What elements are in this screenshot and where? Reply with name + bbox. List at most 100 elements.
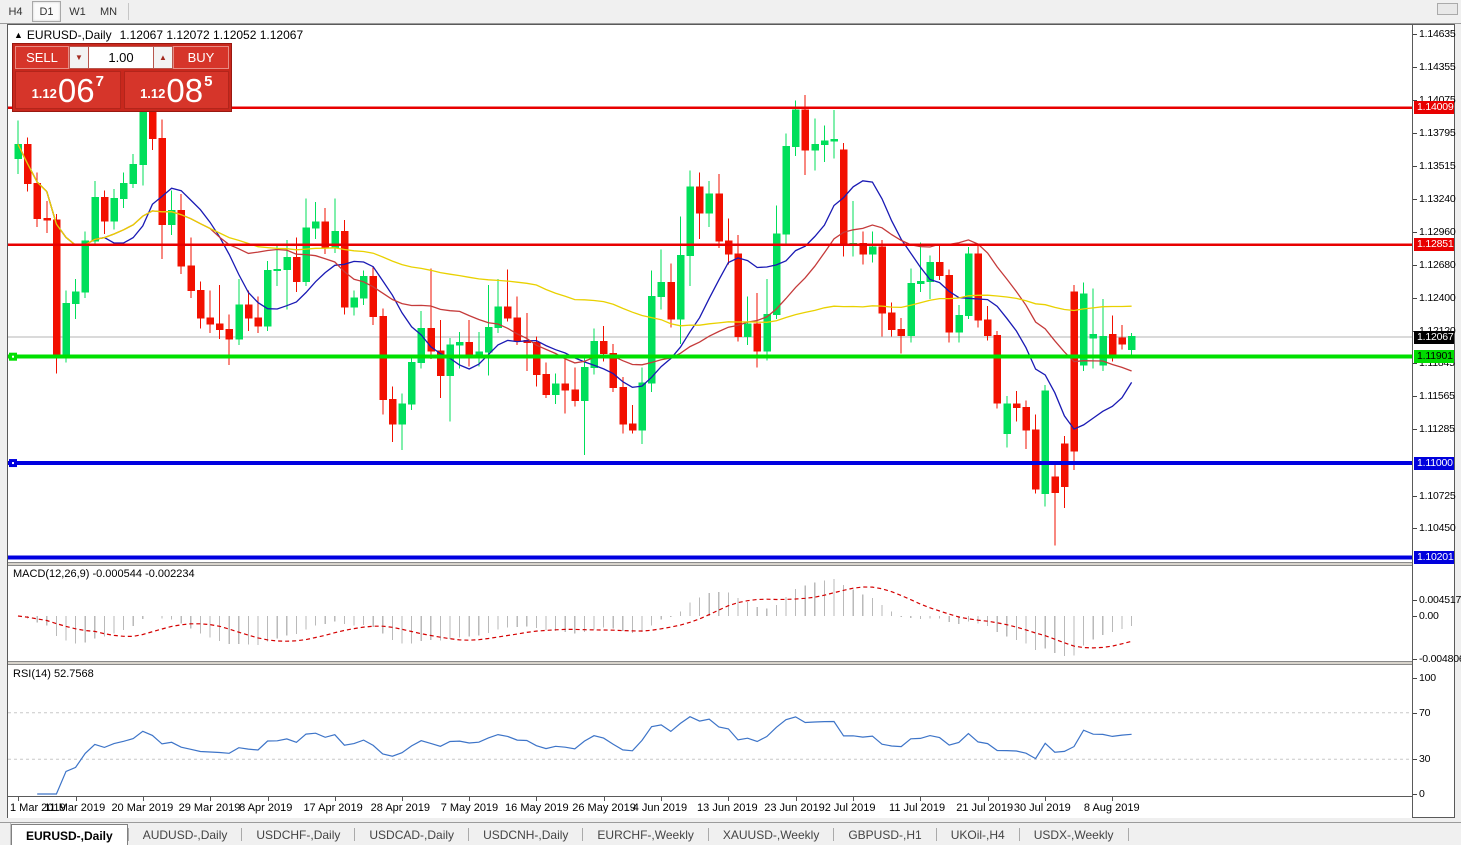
sell-price-prefix: 1.12 [31,86,57,101]
time-axis-label: 20 Mar 2019 [111,802,174,814]
sell-price-button[interactable]: 1.12 06 7 [15,71,121,109]
sell-price-big-digits: 06 [57,72,95,109]
sell-button[interactable]: SELL [15,46,69,69]
timeframe-button-mn[interactable]: MN [99,5,118,18]
time-axis-tick [142,797,144,801]
rsi-axis-tick [1413,712,1417,714]
macd-axis-label: 0.00 [1419,610,1439,622]
tab-separator [833,828,835,841]
price-axis-label: 1.14355 [1419,61,1456,74]
timeframe-button-w1[interactable]: W1 [69,5,86,18]
rsi-axis-tick [1413,759,1417,761]
tab-separator [127,828,129,841]
trade-widget-top-row: SELL ▼ ▲ BUY [15,46,229,69]
rsi-axis-label: 30 [1419,753,1431,766]
price-badge-1.11000: 1.11000 [1414,456,1454,470]
time-axis-tick [661,797,663,801]
time-axis-tick [728,797,730,801]
buy-price-pipette: 5 [204,73,213,90]
tab-usdx-weekly[interactable]: USDX-,Weekly [1033,827,1114,842]
collapse-triangle-icon[interactable]: ▲ [14,30,23,40]
time-axis-tick [402,797,403,801]
trade-widget-price-row: 1.12 06 7 1.12 08 5 [15,71,229,109]
price-axis-tick [1413,429,1417,431]
tab-separator [354,828,356,841]
price-axis-label: 1.13240 [1419,192,1456,205]
time-axis-label: 11 Mar 2019 [44,802,106,814]
rsi-indicator-label: RSI(14) 52.7568 [13,668,94,680]
price-axis-label: 1.13515 [1419,160,1456,173]
price-axis-tick [1413,198,1417,200]
chart-tab-bar: EURUSD-,Daily AUDUSD-,Daily USDCHF-,Daily U… [0,822,1461,845]
toolbar-mini-button[interactable] [1437,3,1458,15]
tab-separator [935,828,937,841]
volume-increase-button[interactable]: ▲ [153,46,173,69]
tab-separator [241,828,243,841]
tab-eurchf-weekly[interactable]: EURCHF-,Weekly [597,827,694,842]
buy-price-big-digits: 08 [166,72,204,109]
price-badge-1.10201: 1.10201 [1414,550,1454,564]
rsi-line [37,716,1132,795]
price-axis-tick [1413,67,1417,69]
time-axis-label: 21 Jul 2019 [956,802,1014,814]
tab-eurusd-daily[interactable]: EURUSD-,Daily [11,824,128,845]
buy-price-button[interactable]: 1.12 08 5 [123,71,229,109]
tab-ukoil-h4[interactable]: UKOil-,H4 [950,827,1005,842]
macd-signal-line [17,586,1132,649]
time-axis-label: 28 Apr 2019 [370,802,430,814]
time-axis[interactable]: 1 Mar 2019 11 Mar 2019 20 Mar 2019 29 Mar 2… [8,796,1412,818]
hline-handle-dot [12,355,14,358]
time-axis-tick [853,797,855,801]
price-axis-tick [1413,396,1417,398]
price-badge-1.12851: 1.12851 [1414,238,1454,252]
ma-55-line [17,144,1132,327]
macd-indicator-label: MACD(12,26,9) -0.000544 -0.002234 [13,568,195,580]
timeframe-button-d1[interactable]: D1 [32,1,61,22]
time-axis-label: 29 Mar 2019 [178,802,241,814]
time-axis-tick [75,797,77,801]
price-axis-label: 1.11285 [1419,423,1455,436]
tab-separator [468,828,470,841]
price-axis-tick [1413,297,1417,299]
timeframe-button-h4[interactable]: H4 [8,5,23,18]
macd-panel [8,566,1412,661]
tab-gbpusd-h1[interactable]: GBPUSD-,H1 [848,827,922,842]
buy-button[interactable]: BUY [173,46,229,69]
price-badge-1.12067: 1.12067 [1414,330,1454,344]
tab-bar-stub [0,823,11,845]
time-axis-tick [334,797,336,801]
chart-ohlc-readout: 1.12067 1.12072 1.12052 1.12067 [119,28,304,42]
time-axis-tick [920,797,922,801]
time-axis-label: 13 Jun 2019 [697,802,758,814]
price-axis[interactable]: 1.14635 1.14355 1.14075 1.13795 1.13515 1.132… [1412,25,1461,817]
tab-usdcad-daily[interactable]: USDCAD-,Daily [369,827,455,842]
rsi-chart [8,712,1412,795]
time-axis-label: 11 Jul 2019 [889,802,946,814]
chart-title: ▲ EURUSD-,Daily 1.12067 1.12072 1.12052 1.… [14,28,303,42]
volume-input[interactable] [89,46,153,69]
time-axis-tick [1112,797,1114,801]
time-axis-label: 8 Apr 2019 [239,802,293,814]
macd-axis-tick [1413,616,1417,617]
panel-splitter[interactable] [8,661,1412,665]
macd-axis-tick [1413,659,1417,660]
macd-chart [17,579,1133,656]
tab-audusd-daily[interactable]: AUDUSD-,Daily [142,827,228,842]
panel-splitter[interactable] [8,562,1412,566]
tab-separator [1018,828,1020,841]
time-axis-tick [795,797,797,801]
tab-xauusd-weekly[interactable]: XAUUSD-,Weekly [722,827,820,842]
tab-usdcnh-daily[interactable]: USDCNH-,Daily [483,827,569,842]
time-axis-tick [1045,797,1047,801]
tab-separator [707,828,709,841]
tab-usdchf-daily[interactable]: USDCHF-,Daily [256,827,341,842]
macd-axis-label: -0.004806 [1419,653,1461,665]
volume-decrease-button[interactable]: ▼ [69,46,89,69]
price-axis-tick [1413,527,1417,529]
price-badge-1.14009: 1.14009 [1414,101,1454,115]
one-click-trade-widget: SELL ▼ ▲ BUY 1.12 06 7 1.12 08 5 [12,43,232,112]
time-axis-tick [987,797,989,801]
price-axis-tick [1413,264,1417,266]
time-axis-tick [536,797,538,801]
